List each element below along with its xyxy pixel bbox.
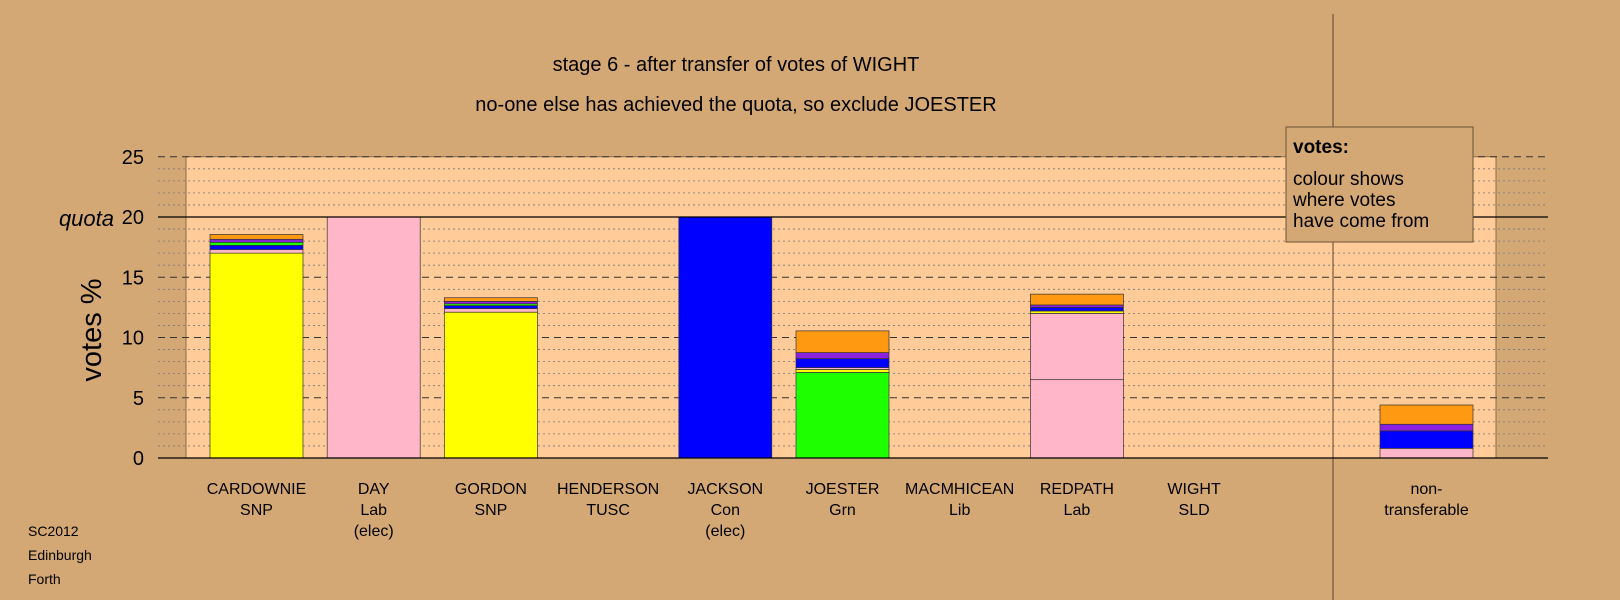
bar-segment: [1379, 423, 1474, 432]
y-tick-label: 15: [122, 267, 144, 289]
bar-segment: [1379, 448, 1474, 459]
chart-subtitle: no-one else has achieved the quota, so e…: [475, 94, 996, 116]
category-label-party: Lab: [360, 502, 387, 519]
bar-segment: [795, 330, 890, 353]
legend-line-2: where votes: [1292, 190, 1395, 211]
bar-segment: [795, 358, 890, 368]
bar-segment: [209, 244, 304, 250]
bar-segment: [1030, 379, 1124, 459]
bar-segment: [1030, 310, 1124, 314]
category-label-name: DAY: [358, 481, 390, 498]
y-tick-label: 0: [133, 448, 144, 470]
category-label-name: CARDOWNIE: [207, 481, 307, 498]
category-label-name: non-: [1410, 481, 1442, 498]
category-label-note: (elec): [705, 523, 745, 540]
bar-segment: [209, 241, 304, 246]
bar-segment: [444, 311, 538, 459]
legend: votes: colour shows where votes have com…: [1285, 126, 1474, 243]
bar-segment: [795, 352, 890, 359]
bar-segment: [1030, 293, 1124, 306]
bar-segment: [795, 369, 890, 373]
category-label-party: TUSC: [586, 502, 630, 519]
category-label-party: Con: [711, 502, 740, 519]
legend-title: votes:: [1293, 137, 1349, 158]
bar-segment: [1030, 307, 1124, 312]
bar-segment: [1379, 404, 1474, 425]
category-label-party: Grn: [829, 502, 856, 519]
category-label-name: HENDERSON: [557, 481, 659, 498]
footer-line-3: Forth: [28, 571, 61, 587]
y-tick-label: 5: [133, 388, 144, 410]
bar-segment: [795, 372, 890, 459]
bar-segment: [209, 249, 304, 254]
legend-box: [1285, 126, 1474, 243]
bar-segment: [444, 308, 538, 313]
y-axis-label: votes %: [76, 278, 108, 381]
y-tick-label: 25: [122, 147, 144, 169]
category-label-name: REDPATH: [1040, 481, 1114, 498]
bar-segment: [1379, 430, 1474, 449]
category-label-name: JACKSON: [688, 481, 764, 498]
category-label-name: GORDON: [455, 481, 527, 498]
bar-segment: [326, 216, 421, 459]
category-label-name: WIGHT: [1167, 481, 1221, 498]
category-label-note: (elec): [354, 523, 394, 540]
footer-line-1: SC2012: [28, 523, 79, 539]
y-tick-label: 10: [122, 328, 144, 350]
category-label-party: Lib: [949, 502, 970, 519]
bar-segment: [209, 234, 304, 240]
bar-segment: [209, 238, 304, 243]
category-label-name: JOESTER: [806, 481, 880, 498]
bar-segment: [209, 252, 304, 459]
category-label-party: transferable: [1384, 502, 1469, 519]
bar-segment: [1030, 304, 1124, 308]
bar-segment: [678, 216, 773, 459]
y-tick-label: 20: [122, 207, 144, 229]
bar-segment: [444, 305, 538, 309]
quota-label: quota: [59, 206, 114, 231]
chart-title: stage 6 - after transfer of votes of WIG…: [553, 54, 920, 76]
bar-segment: [1030, 313, 1124, 381]
category-label-party: SNP: [474, 502, 507, 519]
category-label-party: SNP: [240, 502, 273, 519]
bar-segment: [444, 297, 538, 302]
legend-line-1: colour shows: [1293, 169, 1404, 190]
legend-line-3: have come from: [1293, 211, 1429, 232]
category-label-party: SLD: [1179, 502, 1210, 519]
category-label-name: MACMHICEAN: [905, 481, 1014, 498]
category-label-party: Lab: [1064, 502, 1091, 519]
bar-segment: [444, 301, 538, 305]
footer-line-2: Edinburgh: [28, 547, 92, 563]
